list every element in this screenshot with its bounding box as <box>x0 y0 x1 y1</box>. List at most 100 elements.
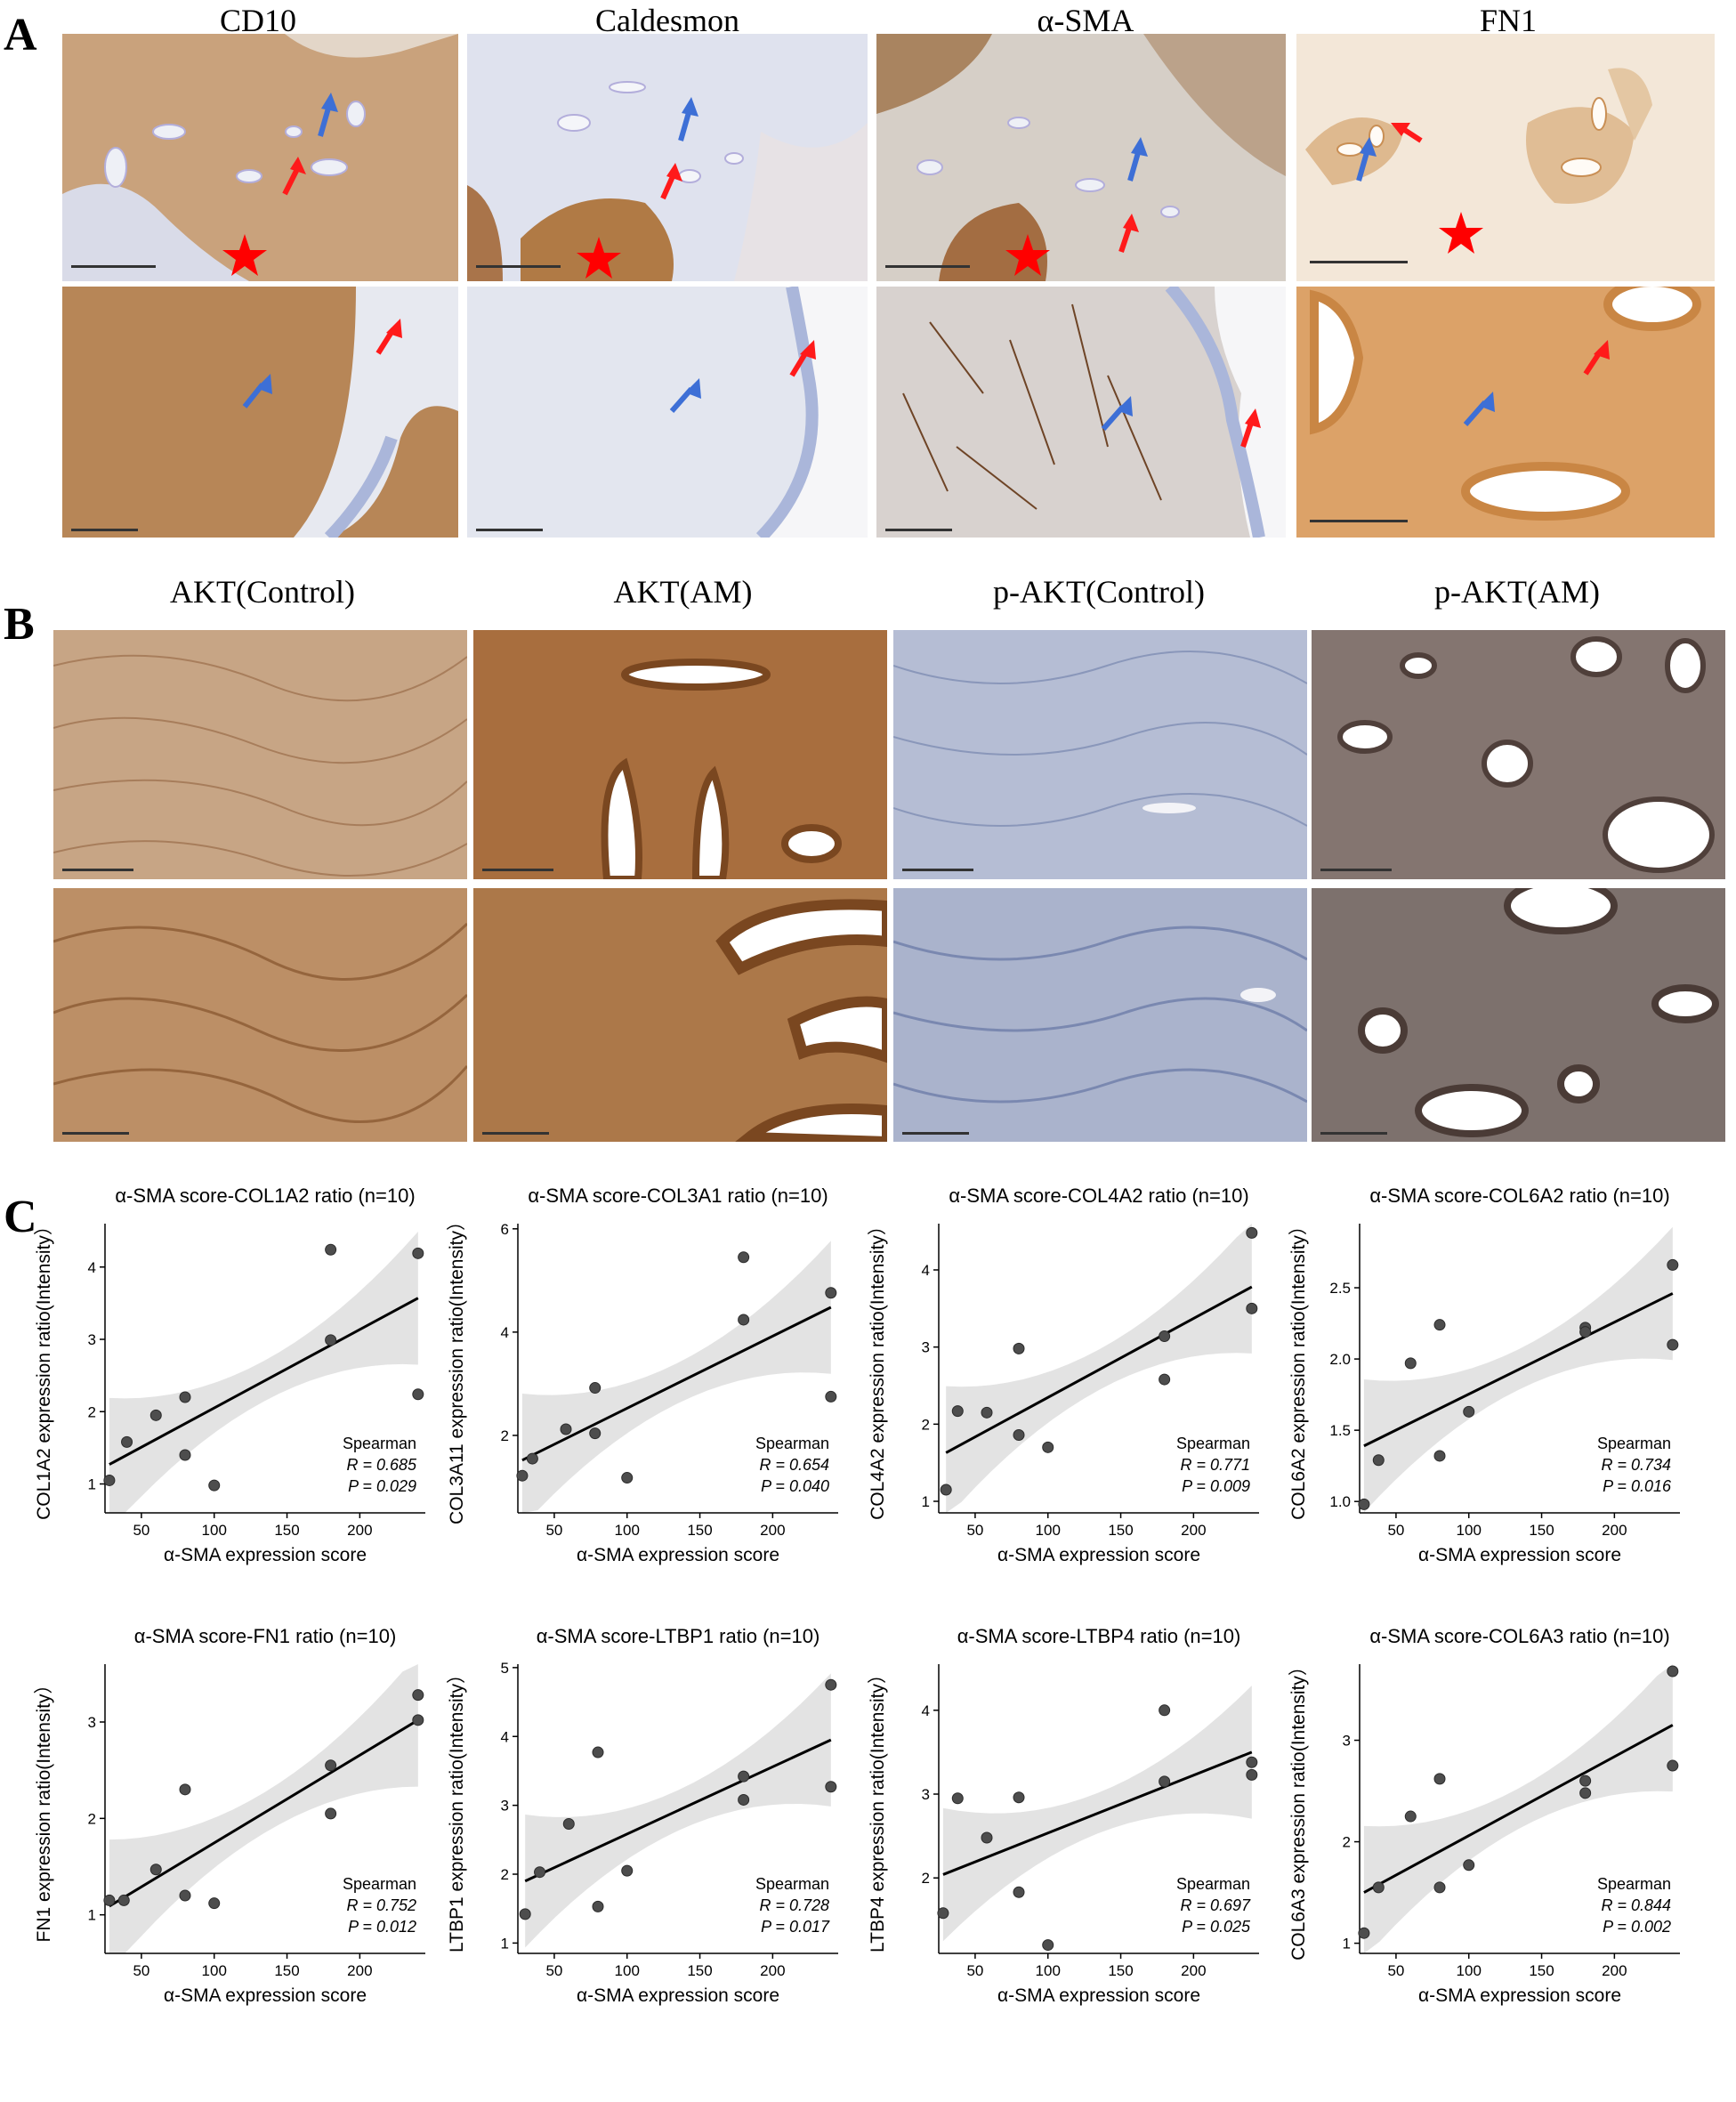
x-tick-label: 50 <box>966 1522 983 1539</box>
regression-line <box>1363 1724 1674 1894</box>
data-point <box>519 1908 531 1920</box>
y-tick-label: 3 <box>88 1714 96 1731</box>
data-point <box>1246 1226 1258 1239</box>
x-tick-label: 150 <box>1529 1522 1554 1539</box>
stats-r-value: R = 0.771 <box>1180 1456 1250 1474</box>
x-tick-label: 50 <box>133 1522 149 1539</box>
scatter-plot-3: 50 100 150 200 1 2 3 4 α-SMA score-COL4A2 ratio … <box>841 1170 1277 1575</box>
data-point <box>560 1423 572 1435</box>
x-tick-label: 150 <box>1108 1522 1133 1539</box>
data-point <box>1667 1258 1679 1271</box>
data-point <box>1159 1330 1171 1343</box>
data-point <box>738 1793 750 1806</box>
chart-title: α-SMA score-FN1 ratio (n=10) <box>134 1625 397 1647</box>
red-arrow-icon <box>1391 123 1423 143</box>
data-point <box>738 1314 750 1326</box>
micrograph-akt-control-low <box>53 630 467 879</box>
stats-p-value: P = 0.016 <box>1603 1477 1672 1495</box>
red-arrow-icon <box>1118 214 1139 253</box>
scatter-plot-4: 50 100 150 200 1.0 1.5 2.0 2.5 α-SMA score-COL6A… <box>1262 1170 1698 1575</box>
chart-title: α-SMA score-COL3A1 ratio (n=10) <box>528 1184 828 1207</box>
data-point <box>621 1472 634 1484</box>
blue-arrow-icon <box>1127 137 1148 182</box>
x-tick-label: 100 <box>1457 1962 1482 1979</box>
data-point <box>1159 1775 1171 1788</box>
scatter-svg: 50 100 150 200 1 2 3 4 α-SMA score-COL4A2 ratio … <box>868 1184 1259 1565</box>
stats-p-value: P = 0.029 <box>348 1477 416 1495</box>
data-point <box>412 1388 424 1401</box>
data-point <box>738 1770 750 1783</box>
x-axis-label: α-SMA expression score <box>1418 1985 1621 2006</box>
regression-line <box>942 1750 1253 1876</box>
regression-line <box>1363 1292 1674 1448</box>
scatter-plot-1: 50 100 150 200 1 2 3 4 α-SMA score-COL1A2 ratio … <box>7 1170 443 1575</box>
y-tick-label: 3 <box>922 1786 930 1803</box>
blue-arrow-icon <box>1101 396 1133 431</box>
y-tick-label: 4 <box>501 1728 509 1745</box>
data-point <box>1433 1881 1446 1894</box>
stats-p-value: P = 0.012 <box>348 1918 416 1936</box>
data-point <box>1358 1927 1370 1939</box>
col-title-a4: FN1 <box>1479 3 1538 38</box>
stats-method: Spearman <box>1597 1875 1671 1893</box>
y-tick-label: 4 <box>922 1262 930 1279</box>
data-point <box>179 1889 191 1902</box>
data-point <box>179 1783 191 1796</box>
data-point <box>1013 1342 1025 1354</box>
scatter-svg: 50 100 150 200 1 2 3 4 α-SMA score-COL1A2 ratio … <box>34 1184 425 1565</box>
data-point <box>179 1391 191 1403</box>
blue-arrow-icon <box>1463 392 1495 426</box>
y-tick-label: 2.0 <box>1329 1351 1351 1368</box>
data-point <box>412 1689 424 1702</box>
y-tick-label: 2 <box>501 1866 509 1883</box>
red-arrow-icon <box>282 157 306 196</box>
red-star-icon <box>577 237 621 279</box>
micrograph-cd10-high <box>62 287 458 538</box>
panel-letter-b: B <box>4 599 35 650</box>
panel-letter-a: A <box>4 10 37 61</box>
col-title-a1: CD10 <box>219 3 296 38</box>
red-arrow-icon <box>1240 408 1261 448</box>
micrograph-pakt-am-low <box>1312 630 1725 879</box>
y-tick-label: 2 <box>1343 1834 1351 1851</box>
regression-line <box>521 1306 832 1462</box>
col-title-b4: p-AKT(AM) <box>1434 574 1600 610</box>
regression-line <box>109 1718 419 1908</box>
micrograph-pakt-control-low <box>893 630 1307 879</box>
data-point <box>1579 1326 1592 1338</box>
data-point <box>562 1818 575 1831</box>
x-tick-label: 50 <box>545 1962 562 1979</box>
x-tick-label: 150 <box>1108 1962 1133 1979</box>
x-axis-label: α-SMA expression score <box>997 1985 1200 2006</box>
micrograph-asma-high <box>876 287 1286 538</box>
scatter-svg: 50 100 150 200 1 2 3 α-SMA score-COL6A3 ratio (… <box>1288 1625 1680 2006</box>
x-tick-label: 100 <box>202 1962 227 1979</box>
data-point <box>1246 1768 1258 1781</box>
y-axis-label: LTBP4 expression ratio(Intensity） <box>868 1665 888 1952</box>
y-tick-label: 1.5 <box>1329 1422 1351 1439</box>
y-axis-label: COL4A2 expression ratio(Intensity） <box>868 1217 888 1520</box>
data-point <box>1579 1787 1592 1799</box>
blue-arrow-icon <box>242 374 272 408</box>
y-axis-label: LTBP1 expression ratio(Intensity） <box>447 1665 467 1952</box>
y-tick-label: 3 <box>1343 1733 1351 1750</box>
x-tick-label: 50 <box>133 1962 149 1979</box>
data-point <box>325 1759 337 1772</box>
x-tick-label: 50 <box>545 1522 562 1539</box>
x-tick-label: 150 <box>687 1962 712 1979</box>
x-tick-label: 200 <box>1602 1522 1627 1539</box>
panel-letter-c: C <box>4 1192 37 1242</box>
data-point <box>149 1409 162 1421</box>
x-tick-label: 100 <box>615 1522 640 1539</box>
data-point <box>534 1866 546 1879</box>
x-tick-label: 100 <box>615 1962 640 1979</box>
data-point <box>1433 1319 1446 1331</box>
red-star-icon <box>1005 234 1050 276</box>
data-point <box>1358 1498 1370 1510</box>
data-point <box>1667 1665 1679 1678</box>
y-tick-label: 4 <box>922 1702 930 1719</box>
x-tick-label: 150 <box>1529 1962 1554 1979</box>
data-point <box>1433 1450 1446 1462</box>
chart-title: α-SMA score-COL4A2 ratio (n=10) <box>949 1184 1248 1207</box>
micrograph-cd10-low <box>62 34 458 281</box>
